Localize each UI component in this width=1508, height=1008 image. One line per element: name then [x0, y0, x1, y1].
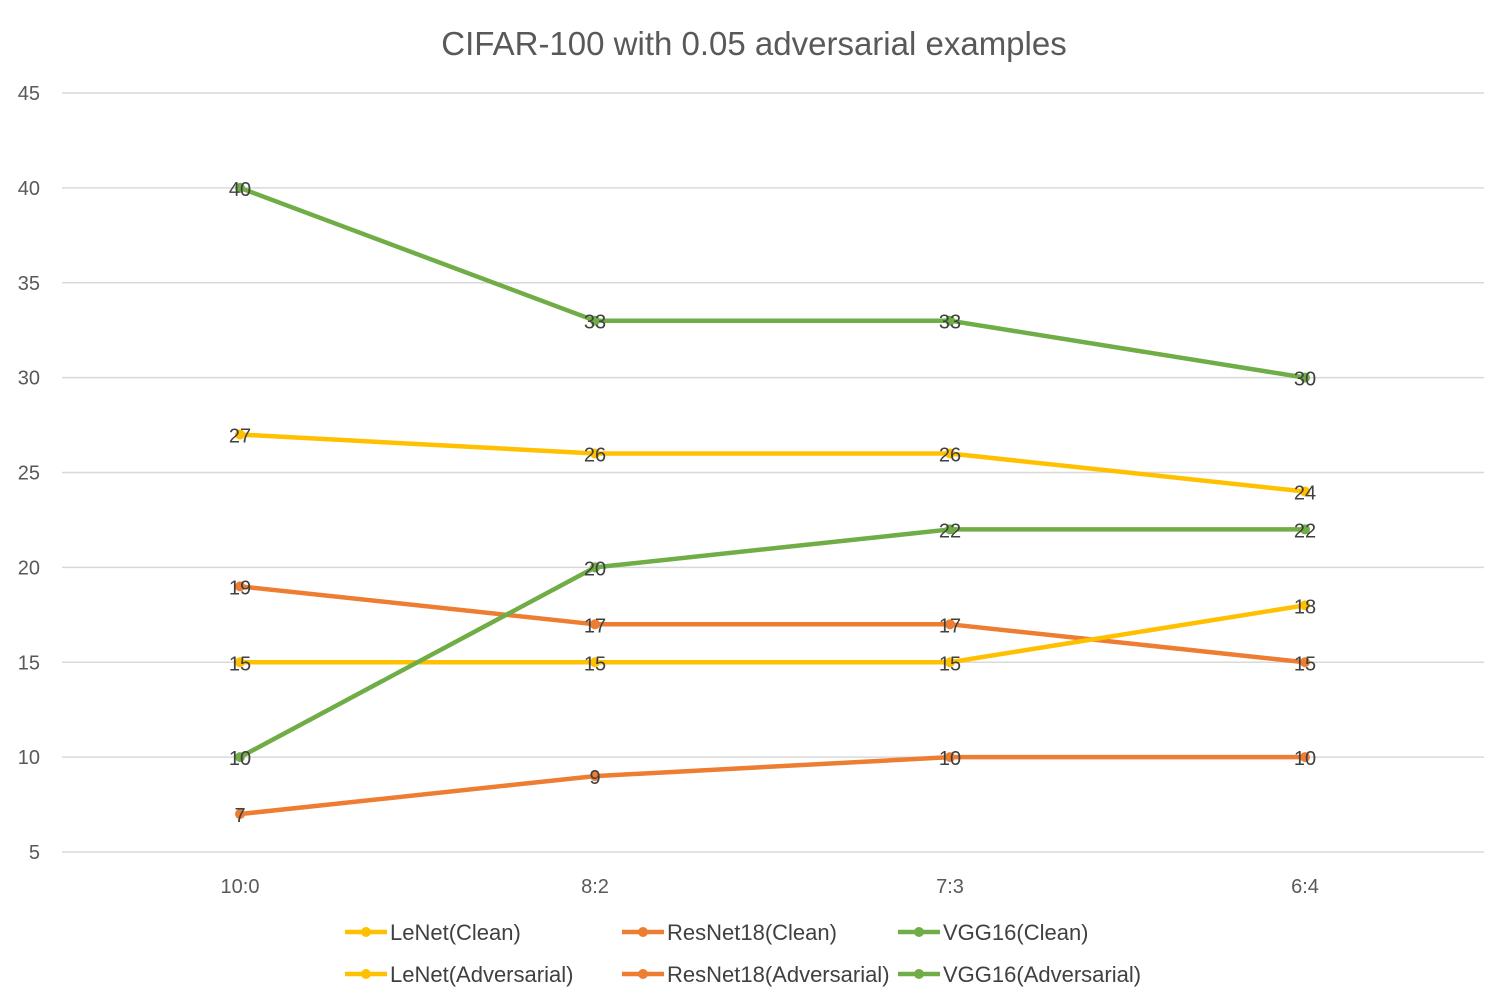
data-label: 10 [229, 748, 251, 770]
legend-label: ResNet18(Clean) [667, 920, 837, 945]
data-point [235, 429, 245, 440]
data-label: 22 [939, 520, 961, 542]
data-label: 19 [229, 577, 251, 599]
legend-marker [914, 969, 924, 979]
data-label: 10 [1294, 748, 1316, 770]
data-label: 15 [584, 653, 606, 675]
data-label: 17 [939, 615, 961, 637]
legend-marker [638, 927, 648, 937]
y-axis-ticks: 5 10 15 20 25 30 35 40 45 [18, 83, 40, 864]
data-label: 7 [234, 805, 245, 827]
y-tick-label: 40 [18, 178, 40, 200]
data-point [590, 657, 600, 668]
legend-marker [638, 969, 648, 979]
data-point [235, 809, 245, 820]
x-tick-label: 7:3 [936, 876, 964, 898]
data-point [945, 315, 955, 326]
y-tick-label: 15 [18, 652, 40, 674]
series-line [237, 185, 1308, 380]
legend-label: VGG16(Clean) [943, 920, 1089, 945]
x-tick-label: 8:2 [581, 876, 609, 898]
data-label: 10 [939, 748, 961, 770]
legend-label: VGG16(Adversarial) [943, 962, 1141, 987]
data-label: 30 [1294, 369, 1316, 391]
data-point [590, 315, 600, 326]
legend: LeNet(Clean) ResNet18(Clean) VGG16(Clean) L… [345, 920, 1141, 987]
y-tick-label: 20 [18, 557, 40, 579]
data-point [235, 182, 245, 193]
data-point [590, 448, 600, 459]
legend-label: ResNet18(Adversarial) [667, 962, 890, 987]
legend-marker [914, 927, 924, 937]
data-point [590, 619, 600, 630]
data-point [945, 448, 955, 459]
y-tick-label: 35 [18, 273, 40, 295]
data-label: 9 [589, 767, 600, 789]
data-label: 26 [584, 445, 606, 467]
data-label: 20 [584, 558, 606, 580]
data-label: 22 [1294, 520, 1316, 542]
y-tick-label: 5 [29, 842, 40, 864]
data-label: 27 [229, 426, 251, 448]
data-point [1300, 524, 1310, 535]
series-line [237, 603, 1308, 665]
data-label: 24 [1294, 482, 1316, 504]
data-point [590, 771, 600, 782]
data-label: 40 [229, 179, 251, 201]
data-point [235, 581, 245, 592]
legend-label: LeNet(Clean) [390, 920, 521, 945]
data-labels: 27 26 26 24 19 17 17 15 40 33 33 30 15 15 15 18 7 9 10 10 10… [229, 179, 1316, 827]
y-tick-label: 25 [18, 463, 40, 485]
data-label: 15 [939, 653, 961, 675]
x-tick-label: 10:0 [221, 876, 260, 898]
data-point [1300, 600, 1310, 611]
x-tick-label: 6:4 [1291, 876, 1319, 898]
legend-marker [361, 927, 371, 937]
data-label: 17 [584, 615, 606, 637]
data-point [590, 562, 600, 573]
x-axis-ticks: 10:0 8:2 7:3 6:4 [221, 876, 1319, 898]
data-point [945, 752, 955, 763]
chart-title: CIFAR-100 with 0.05 adversarial examples [441, 25, 1066, 62]
data-point [1300, 657, 1310, 668]
data-point [945, 657, 955, 668]
data-point [235, 657, 245, 668]
y-tick-label: 30 [18, 368, 40, 390]
data-point [945, 524, 955, 535]
y-tick-label: 10 [18, 747, 40, 769]
series-lines [235, 182, 1310, 820]
data-label: 18 [1294, 596, 1316, 618]
series-line [237, 584, 1308, 665]
data-point [235, 752, 245, 763]
legend-marker [361, 969, 371, 979]
series-line [237, 527, 1308, 760]
data-label: 26 [939, 445, 961, 467]
series-line [237, 754, 1308, 817]
data-label: 15 [229, 653, 251, 675]
data-point [1300, 486, 1310, 497]
data-label: 15 [1294, 653, 1316, 675]
data-point [1300, 372, 1310, 383]
data-label: 33 [939, 312, 961, 334]
data-point [1300, 752, 1310, 763]
y-tick-label: 45 [18, 83, 40, 105]
data-label: 33 [584, 312, 606, 334]
series-line [237, 432, 1308, 494]
data-point [945, 619, 955, 630]
legend-label: LeNet(Adversarial) [390, 962, 573, 987]
